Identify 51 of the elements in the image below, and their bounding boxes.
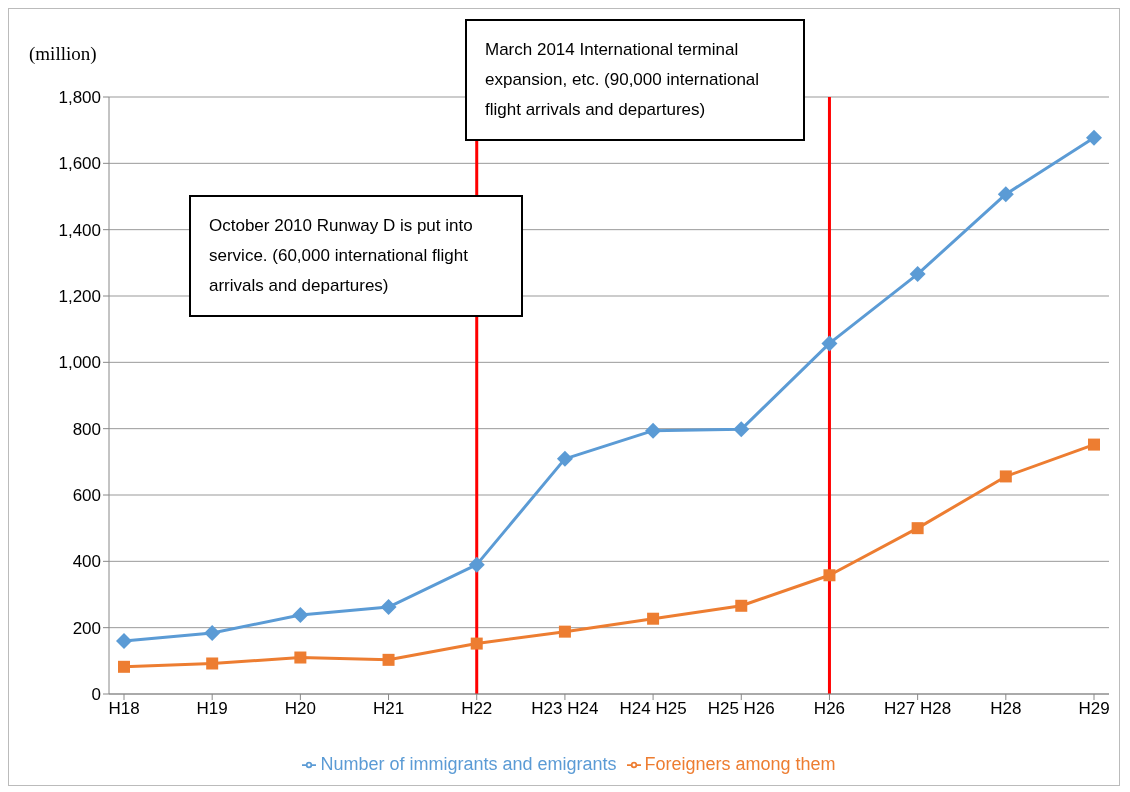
point xyxy=(735,599,748,612)
point xyxy=(733,421,750,438)
y-tick-label: 800 xyxy=(72,419,101,439)
y-tick-label: 1,600 xyxy=(58,154,101,174)
point xyxy=(558,625,571,638)
point xyxy=(911,522,924,535)
y-tick-label: 0 xyxy=(91,685,101,705)
x-tick-label: H28 xyxy=(990,699,1022,719)
point xyxy=(292,607,309,624)
x-tick-label: H23 H24 xyxy=(531,699,599,719)
legend-label: Foreigners among them xyxy=(644,754,836,774)
point xyxy=(645,422,662,439)
point xyxy=(1088,438,1100,451)
x-tick-label: H19 xyxy=(196,699,228,719)
point xyxy=(556,450,573,467)
x-tick-label: H24 H25 xyxy=(619,699,687,719)
y-tick-label: 200 xyxy=(72,618,101,638)
note-box: October 2010 Runway D is put into service. (60,000 international flight arrivals and departures) xyxy=(189,195,523,317)
note-box: March 2014 International terminal expansion, etc. (90,000 international flight arrivals and departures) xyxy=(465,19,805,141)
y-tick-label: 1,200 xyxy=(58,287,101,307)
point xyxy=(380,599,397,616)
point xyxy=(382,653,395,666)
x-tick-label: H22 xyxy=(461,699,493,719)
point xyxy=(647,612,660,625)
point xyxy=(997,186,1014,203)
point xyxy=(468,556,485,573)
point xyxy=(909,266,926,283)
y-tick-label: 1,000 xyxy=(58,353,101,373)
x-tick-label: H26 xyxy=(813,699,846,719)
y-tick-label: 1,800 xyxy=(58,88,101,108)
x-tick-label: H21 xyxy=(372,699,405,719)
point xyxy=(470,637,483,650)
x-tick-label: H25 H26 xyxy=(707,699,775,719)
point xyxy=(821,335,838,352)
legend-label: Number of immigrants and emigrants xyxy=(320,754,617,774)
x-tick-label: H18 xyxy=(108,699,140,719)
point xyxy=(999,470,1012,483)
point xyxy=(116,632,132,649)
y-tick-label: 1,400 xyxy=(58,220,101,240)
y-tick-label: 600 xyxy=(72,486,101,506)
point xyxy=(823,569,836,582)
point xyxy=(206,657,219,670)
point xyxy=(118,660,130,673)
y-tick-label: 400 xyxy=(72,552,101,572)
point xyxy=(204,624,221,641)
x-tick-label: H20 xyxy=(284,699,316,719)
y-axis-title: (million) xyxy=(29,43,97,65)
x-tick-label: H27 H28 xyxy=(884,699,952,719)
x-tick-label: H29 xyxy=(1078,699,1110,719)
point xyxy=(294,651,307,664)
point xyxy=(1086,129,1102,146)
